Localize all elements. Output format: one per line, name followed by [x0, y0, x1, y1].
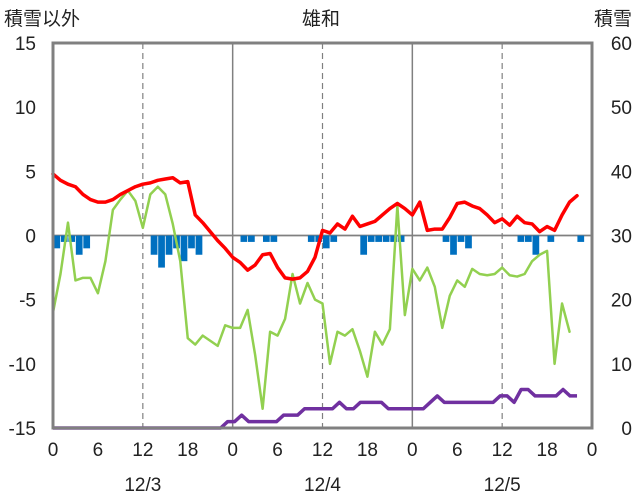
x-tick-label: 6 — [272, 440, 283, 461]
precipitation-bars — [53, 235, 585, 268]
x-tick-label: 18 — [177, 440, 198, 461]
x-tick-label: 0 — [48, 440, 59, 461]
right-axis-title: 積雪 — [594, 8, 632, 30]
precipitation-bar — [547, 235, 555, 242]
x-tick-label: 18 — [357, 440, 378, 461]
precipitation-bar — [465, 235, 472, 249]
left-tick-label: 15 — [15, 34, 36, 55]
left-tick-label: 0 — [25, 227, 36, 248]
x-tick-label: 0 — [587, 440, 598, 461]
x-tick-label: 12 — [312, 440, 333, 461]
right-tick-label: 30 — [611, 227, 632, 248]
plot-border — [51, 41, 594, 430]
precipitation-bar — [53, 235, 61, 249]
precipitation-bar — [367, 235, 375, 242]
precipitation-bar — [158, 235, 165, 268]
precipitation-bar — [375, 235, 383, 242]
precipitation-bar — [83, 235, 91, 249]
series-lines — [51, 172, 579, 430]
x-tick-label: 12 — [492, 440, 513, 461]
precipitation-bar — [165, 235, 173, 255]
x-tick-label: 6 — [452, 440, 463, 461]
precipitation-bar — [60, 235, 68, 242]
precipitation-bar — [195, 235, 203, 255]
snow-depth-line — [53, 387, 578, 430]
precipitation-bar — [262, 235, 270, 242]
precipitation-bar — [248, 235, 255, 242]
precipitation-bar — [68, 235, 76, 242]
left-tick-label: 5 — [25, 162, 36, 183]
precipitation-bar — [150, 235, 158, 255]
plot-frame — [51, 41, 594, 430]
right-tick-label: 40 — [611, 162, 632, 183]
date-label: 12/5 — [484, 475, 521, 496]
date-label: 12/4 — [304, 475, 341, 496]
precipitation-bar — [397, 235, 405, 242]
precipitation-bar — [75, 235, 83, 255]
precipitation-bar — [524, 235, 532, 242]
green-series-line — [51, 185, 571, 410]
left-axis-title: 積雪以外 — [4, 8, 80, 30]
precipitation-bar — [390, 235, 397, 242]
precipitation-bar — [188, 235, 195, 249]
date-label: 12/3 — [124, 475, 161, 496]
right-tick-label: 0 — [621, 419, 632, 440]
left-tick-label: 10 — [15, 98, 36, 119]
precipitation-bar — [442, 235, 450, 242]
x-tick-label: 12 — [132, 440, 153, 461]
precipitation-bar — [517, 235, 525, 242]
x-tick-label: 18 — [537, 440, 558, 461]
left-tick-label: -5 — [19, 291, 36, 312]
x-tick-label: 0 — [227, 440, 238, 461]
precipitation-bar — [577, 235, 585, 242]
x-tick-label: 6 — [93, 440, 104, 461]
precipitation-bar — [307, 235, 315, 242]
precipitation-bar — [322, 235, 330, 249]
precipitation-bar — [180, 235, 188, 262]
right-tick-label: 10 — [611, 355, 632, 376]
precipitation-bar — [360, 235, 368, 255]
temperature-line — [51, 172, 579, 281]
x-tick-label: 0 — [407, 440, 418, 461]
precipitation-bar — [270, 235, 278, 242]
precipitation-bar — [330, 235, 338, 242]
right-tick-label: 60 — [611, 34, 632, 55]
precipitation-bar — [532, 235, 540, 255]
right-tick-label: 20 — [611, 291, 632, 312]
precipitation-bar — [457, 235, 465, 242]
chart-title: 雄和 — [302, 8, 340, 30]
left-tick-label: -10 — [9, 355, 36, 376]
left-tick-label: -15 — [9, 419, 36, 440]
precipitation-bar — [450, 235, 457, 255]
precipitation-bar — [240, 235, 248, 242]
right-tick-label: 50 — [611, 98, 632, 119]
precipitation-bar — [382, 235, 390, 242]
